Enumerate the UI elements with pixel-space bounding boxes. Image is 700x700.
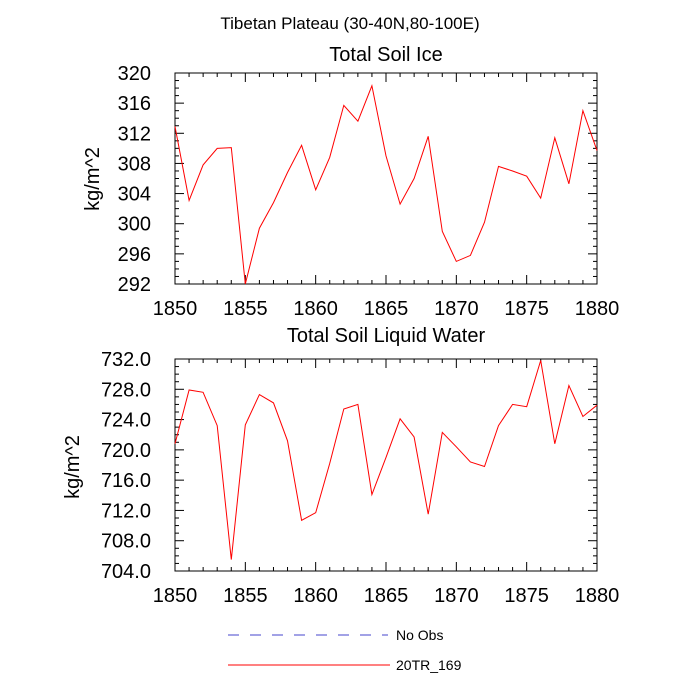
- y-tick-label: 712.0: [101, 500, 151, 522]
- legend-label: No Obs: [396, 627, 443, 643]
- series-line: [174, 360, 598, 560]
- y-tick-label: 708.0: [101, 531, 151, 553]
- legend-item-no-obs: No Obs: [228, 627, 443, 643]
- y-tick-label: 728.0: [101, 379, 151, 401]
- y-tick-label: 304: [118, 184, 151, 206]
- y-tick-label: 312: [118, 123, 151, 145]
- x-tick-label: 1880: [575, 585, 620, 607]
- y-tick-label: 308: [118, 153, 151, 175]
- panel-title: Total Soil Ice: [329, 44, 442, 66]
- x-tick-label: 1855: [223, 585, 268, 607]
- legend-item-20tr-169: 20TR_169: [228, 657, 462, 673]
- panel-total-soil-ice: Total Soil Ice kg/m^2 1850 1855 1860 1865 18…: [82, 44, 619, 320]
- y-tick-label: 716.0: [101, 470, 151, 492]
- plot-frame: [174, 358, 598, 572]
- y-tick-label: 292: [118, 274, 151, 296]
- data-series: [174, 360, 598, 560]
- panel-total-soil-liquid-water: Total Soil Liquid Water kg/m^2 1850 1855 1…: [62, 325, 619, 607]
- y-tick-label: 296: [118, 244, 151, 266]
- x-tick-label: 1850: [153, 298, 198, 320]
- y-tick-label: 316: [118, 93, 151, 115]
- axis-ticks: 1850 1855 1860 1865 1870 1875 1880 704.0 708.0 71…: [101, 349, 619, 607]
- x-tick-label: 1880: [575, 298, 620, 320]
- figure-title: Tibetan Plateau (30-40N,80-100E): [220, 14, 479, 33]
- y-tick-label: 724.0: [101, 410, 151, 432]
- axis-ticks: 1850 1855 1860 1865 1870 1875 1880 292 296 300 304…: [118, 63, 620, 320]
- y-tick-label: 732.0: [101, 349, 151, 371]
- legend-label: 20TR_169: [396, 657, 462, 673]
- x-tick-label: 1870: [434, 298, 479, 320]
- y-tick-label: 720.0: [101, 440, 151, 462]
- x-tick-label: 1870: [434, 585, 479, 607]
- plot-frame: [174, 72, 598, 285]
- x-tick-label: 1865: [364, 585, 409, 607]
- legend: No Obs 20TR_169: [228, 627, 462, 673]
- x-tick-label: 1865: [364, 298, 409, 320]
- x-tick-label: 1860: [293, 585, 338, 607]
- x-tick-label: 1875: [504, 298, 549, 320]
- y-axis-label: kg/m^2: [82, 147, 104, 211]
- y-axis-label: kg/m^2: [62, 435, 84, 499]
- data-series: [174, 84, 598, 285]
- y-tick-label: 320: [118, 63, 151, 85]
- x-tick-label: 1855: [223, 298, 268, 320]
- x-tick-label: 1860: [293, 298, 338, 320]
- y-tick-label: 300: [118, 214, 151, 236]
- x-tick-label: 1875: [504, 585, 549, 607]
- y-tick-label: 704.0: [101, 561, 151, 583]
- series-line: [174, 84, 598, 285]
- x-tick-label: 1850: [153, 585, 198, 607]
- panel-title: Total Soil Liquid Water: [287, 325, 486, 347]
